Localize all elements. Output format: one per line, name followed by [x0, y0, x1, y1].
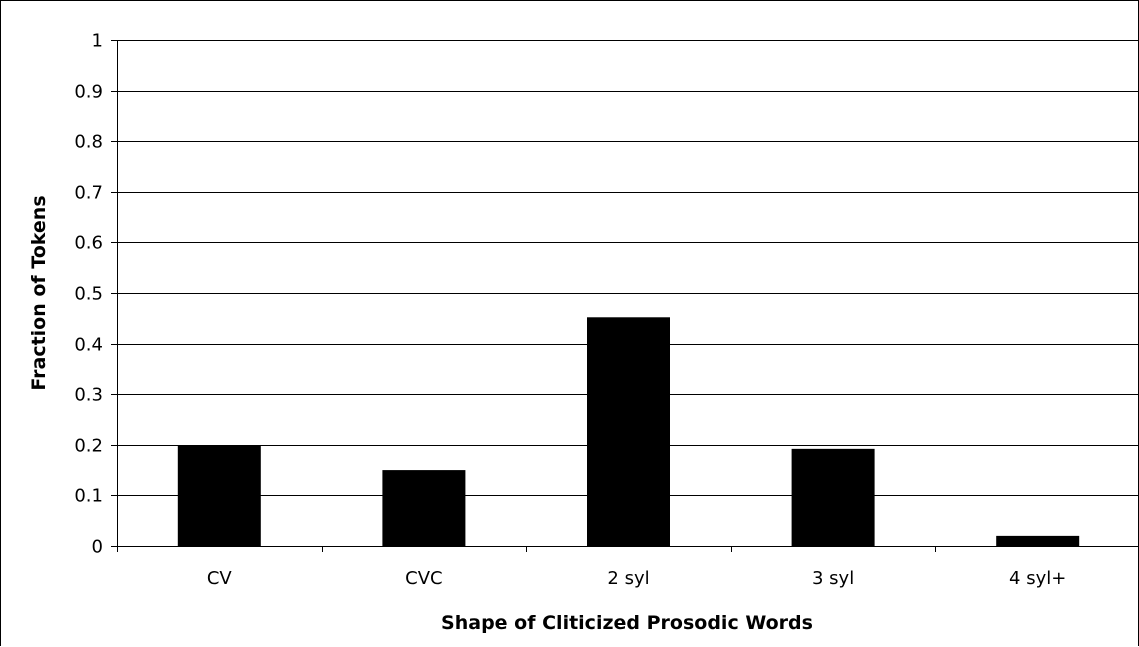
y-tick-labels: 0 0.1 0.2 0.3 0.4 0.5 0.6 0.7 0.8 0.9 1 — [74, 31, 103, 558]
y-tick-label: 0.7 — [74, 183, 103, 204]
y-tick-label: 0.6 — [74, 233, 103, 254]
bar-cv — [177, 445, 261, 546]
y-tick-label: 1 — [92, 31, 103, 52]
y-axis-title: Fraction of Tokens — [28, 195, 50, 390]
x-tick-label: 3 syl — [812, 568, 854, 589]
bar-2-syl — [587, 317, 670, 546]
x-tick-label: 4 syl+ — [1009, 568, 1066, 589]
y-tick-label: 0.1 — [74, 486, 103, 507]
y-tick-label: 0.8 — [74, 132, 103, 153]
axes — [111, 40, 1139, 552]
x-axis-title: Shape of Cliticized Prosodic Words — [441, 612, 813, 634]
x-tick-label: CVC — [405, 568, 442, 589]
gridlines — [117, 40, 1139, 496]
bars — [177, 317, 1080, 546]
y-tick-label: 0.5 — [74, 284, 103, 305]
bar-4-syl- — [996, 535, 1080, 546]
y-tick-label: 0.2 — [74, 436, 103, 457]
x-tick-label: CV — [207, 568, 233, 589]
y-tick-label: 0.4 — [74, 335, 103, 356]
bar-3-syl — [791, 448, 875, 546]
bar-cvc — [382, 470, 466, 546]
x-tick-labels: CV CVC 2 syl 3 syl 4 syl+ — [207, 568, 1066, 589]
x-tick-label: 2 syl — [607, 568, 649, 589]
y-tick-label: 0.9 — [74, 82, 103, 103]
y-tick-label: 0 — [92, 537, 103, 558]
y-tick-label: 0.3 — [74, 385, 103, 406]
